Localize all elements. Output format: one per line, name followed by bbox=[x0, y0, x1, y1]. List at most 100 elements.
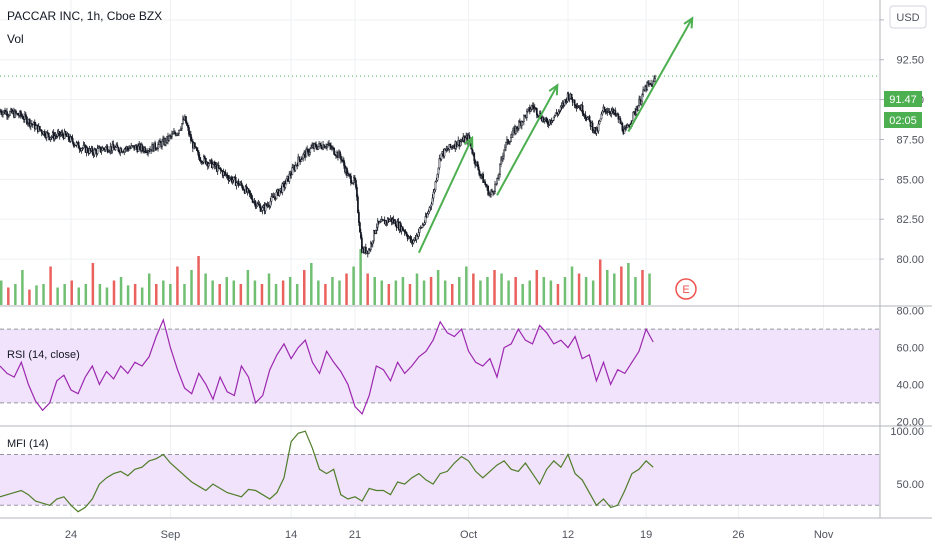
chart-grid bbox=[0, 0, 880, 518]
rsi-tick-label: 20.00 bbox=[896, 416, 924, 428]
price-candle bbox=[521, 121, 523, 126]
x-tick-label: 21 bbox=[349, 529, 361, 541]
volume-bar bbox=[56, 287, 59, 305]
volume-bar bbox=[380, 280, 384, 305]
price-candle bbox=[542, 117, 545, 122]
volume-bar bbox=[211, 280, 214, 305]
x-tick-label: Sep bbox=[161, 529, 181, 541]
price-candle bbox=[43, 131, 46, 137]
price-candle bbox=[298, 156, 301, 160]
price-candle bbox=[305, 148, 308, 158]
price-candle bbox=[354, 177, 356, 181]
price-candle bbox=[530, 108, 532, 112]
price-candle bbox=[554, 112, 557, 116]
volume-bar bbox=[648, 273, 651, 305]
price-candle bbox=[333, 147, 335, 155]
volume-bar bbox=[436, 270, 440, 305]
price-candle bbox=[112, 143, 115, 148]
volume-bar bbox=[267, 273, 271, 305]
volume-bar bbox=[239, 284, 243, 305]
price-candle bbox=[473, 152, 476, 161]
price-candle bbox=[591, 122, 594, 132]
volume-bar bbox=[190, 270, 193, 305]
price-candle bbox=[621, 122, 624, 131]
price-candle bbox=[185, 116, 187, 124]
currency-button[interactable] bbox=[889, 5, 927, 29]
price-candle bbox=[504, 146, 506, 151]
price-candle bbox=[235, 182, 238, 186]
price-candle bbox=[231, 179, 234, 182]
price-candle bbox=[45, 132, 48, 138]
price-candle bbox=[559, 106, 562, 111]
volume-bar bbox=[458, 277, 461, 305]
price-candle bbox=[375, 226, 378, 231]
price-candle bbox=[570, 93, 573, 100]
price-candle bbox=[357, 196, 359, 213]
volume-bar bbox=[598, 259, 602, 305]
volume-bar bbox=[147, 273, 151, 305]
price-candle bbox=[205, 158, 207, 165]
price-candle bbox=[500, 159, 502, 165]
price-candle bbox=[114, 147, 117, 151]
price-candle bbox=[476, 161, 479, 165]
price-candle bbox=[294, 164, 297, 171]
price-candle bbox=[310, 147, 313, 149]
price-candle bbox=[116, 144, 119, 148]
price-candle bbox=[270, 196, 273, 202]
price-candle bbox=[433, 189, 436, 193]
price-candle bbox=[440, 153, 443, 160]
volume-bar bbox=[49, 266, 52, 305]
price-candle bbox=[427, 211, 430, 214]
price-candle bbox=[372, 230, 375, 242]
mfi-label: MFI (14) bbox=[7, 438, 49, 450]
price-candle bbox=[379, 221, 382, 223]
rsi-label: RSI (14, close) bbox=[7, 349, 80, 361]
price-candle bbox=[350, 175, 352, 183]
volume-bar bbox=[500, 273, 503, 305]
volume-bar bbox=[295, 284, 299, 305]
price-candle bbox=[22, 116, 24, 120]
volume-bar bbox=[352, 266, 355, 305]
price-candle bbox=[217, 164, 220, 169]
price-candle bbox=[490, 190, 492, 195]
volume-bar bbox=[77, 287, 81, 305]
x-tick-label: Nov bbox=[814, 529, 834, 541]
earnings-icon[interactable] bbox=[675, 278, 697, 300]
volume-bar bbox=[232, 280, 236, 305]
price-candle bbox=[250, 194, 253, 200]
price-candle bbox=[275, 191, 278, 200]
price-candle bbox=[361, 237, 363, 253]
price-candle bbox=[302, 154, 305, 159]
price-candle bbox=[482, 173, 485, 183]
price-candle bbox=[308, 152, 311, 155]
price-candle bbox=[226, 174, 229, 179]
price-candle bbox=[161, 140, 163, 147]
price-candle bbox=[340, 156, 342, 161]
volume-bar bbox=[521, 284, 524, 305]
price-candle bbox=[232, 176, 235, 181]
trend-arrow[interactable] bbox=[417, 137, 474, 254]
price-candle bbox=[219, 167, 222, 171]
price-candle bbox=[401, 226, 404, 231]
price-candle bbox=[284, 183, 287, 188]
price-candle bbox=[329, 143, 331, 147]
price-candle bbox=[300, 159, 303, 162]
trend-arrow[interactable] bbox=[496, 84, 559, 196]
chart-title: PACCAR INC, 1h, Cboe BZX bbox=[7, 9, 162, 23]
volume-bar bbox=[479, 280, 482, 305]
price-candle bbox=[358, 212, 360, 223]
volume-bar bbox=[281, 280, 285, 305]
price-candle bbox=[182, 118, 184, 124]
price-candle bbox=[71, 137, 74, 143]
price-candle bbox=[405, 232, 408, 237]
trend-arrow[interactable] bbox=[627, 17, 694, 132]
mfi-line bbox=[0, 430, 654, 513]
price-candle bbox=[39, 126, 41, 130]
trend-arrows[interactable] bbox=[417, 16, 694, 254]
volume-bar bbox=[317, 280, 320, 305]
price-candle bbox=[278, 190, 281, 196]
indicator-bands bbox=[0, 328, 880, 506]
price-candle bbox=[291, 167, 294, 175]
volume-bar bbox=[443, 280, 447, 305]
